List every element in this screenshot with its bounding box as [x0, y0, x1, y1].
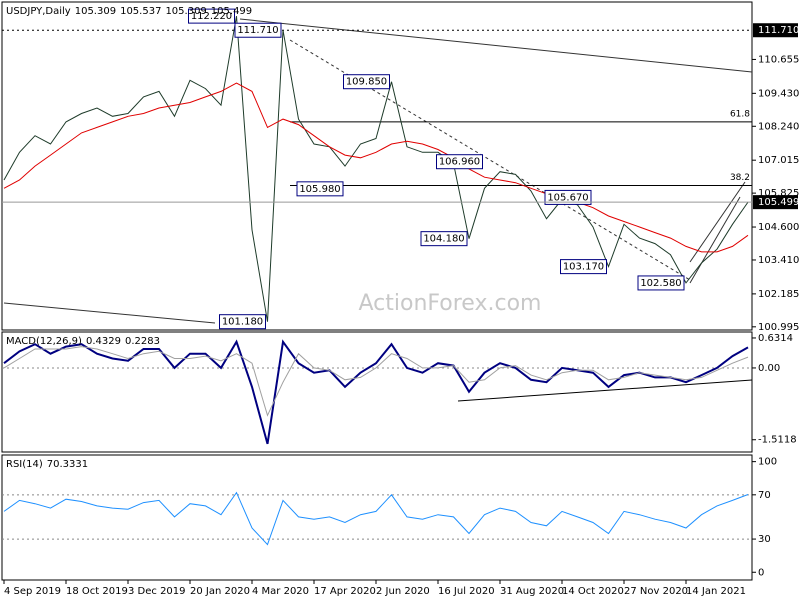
series-line: [3, 491, 749, 546]
y-tick-label: 0.00: [758, 363, 780, 374]
y-tick-label: -1.5118: [758, 435, 797, 446]
annotation-label: 102.580: [640, 278, 681, 289]
annotation-label: 105.980: [299, 184, 340, 195]
level-label: 111.710: [758, 25, 799, 36]
annotation-box: [420, 231, 468, 247]
annotation-box: [234, 22, 282, 38]
y-tick-label: 104.600: [758, 222, 799, 233]
y-tick-label: 0: [758, 567, 764, 578]
y-tick-label: 100: [758, 457, 777, 468]
title: USDJPY,Daily: [6, 6, 71, 17]
fib-label: 61.8: [730, 109, 750, 119]
x-tick-label: 17 Apr 2020: [314, 586, 376, 597]
legend-value: 0.4329: [86, 336, 121, 347]
y-tick-label: 30: [758, 534, 771, 545]
ohlc-value: 105.537: [120, 6, 161, 17]
annotation-box: [219, 314, 266, 330]
legend-value: 70.3331: [47, 459, 88, 470]
annotation-label: 105.670: [547, 192, 588, 203]
panel-title: MACD(12,26,9) 0.4329 0.2283: [6, 336, 160, 347]
x-tick-label: 4 Sep 2019: [4, 586, 61, 597]
x-tick-label: 18 Oct 2019: [66, 586, 128, 597]
trend-line: [239, 18, 753, 73]
y-tick-label: 105.825: [758, 188, 799, 199]
annotation-label: 103.170: [563, 262, 604, 273]
x-tick-label: 4 Mar 2020: [252, 586, 309, 597]
annotation-box: [436, 154, 483, 170]
x-tick-label: 31 Aug 2020: [500, 586, 564, 597]
trend-line: [3, 302, 216, 324]
annotation-box: [544, 189, 592, 205]
panel-title: USDJPY,Daily 105.309 105.537 105.309 105.499: [6, 6, 252, 17]
x-tick-label: 16 Jul 2020: [438, 586, 495, 597]
x-tick-label: 14 Jan 2021: [686, 586, 746, 597]
x-tick-label: 27 Nov 2020: [624, 586, 688, 597]
y-tick-label: 110.655: [758, 54, 799, 65]
macd-panel: [1, 331, 753, 453]
fib-label: 38.2: [730, 173, 750, 183]
legend-value: 0.2283: [125, 336, 160, 347]
y-tick-label: 70: [758, 490, 771, 501]
panel-title: RSI(14) 70.3331: [6, 459, 88, 470]
series-line: [3, 346, 749, 417]
price-label: 105.499: [758, 197, 799, 208]
y-tick-label: 107.015: [758, 155, 799, 166]
channel-line: [689, 181, 746, 263]
series-line: [3, 82, 749, 253]
annotation-box: [560, 259, 607, 275]
annotation-label: 109.850: [346, 77, 387, 88]
main-panel: [1, 1, 753, 331]
annotation-label: 106.960: [439, 157, 480, 168]
y-tick-label: 108.240: [758, 121, 799, 132]
x-tick-label: 3 Dec 2019: [128, 586, 186, 597]
annotation-label: 112.220: [191, 11, 232, 22]
series-line: [3, 339, 749, 445]
y-tick-label: 103.410: [758, 255, 799, 266]
annotation-box: [637, 275, 685, 291]
y-tick-label: 100.995: [758, 322, 799, 333]
rsi-panel: [1, 454, 753, 581]
y-tick-label: 109.430: [758, 88, 799, 99]
x-tick-label: 20 Jan 2020: [190, 586, 250, 597]
annotation-box: [188, 8, 235, 24]
macd-trend-line: [457, 379, 753, 402]
x-tick-label: 14 Oct 2020: [562, 586, 624, 597]
series-line: [3, 16, 749, 322]
annotation-label: 104.180: [423, 234, 464, 245]
y-tick-label: 102.185: [758, 289, 799, 300]
ohlc-value: 105.309: [75, 6, 116, 17]
annotation-label: 101.180: [222, 317, 263, 328]
price-label-bg: [753, 195, 798, 210]
title: RSI(14): [6, 459, 43, 470]
channel-line: [689, 196, 741, 284]
title: MACD(12,26,9): [6, 336, 82, 347]
annotation-box: [296, 181, 344, 197]
annotation-box: [343, 74, 390, 90]
y-tick-label: 0.6314: [758, 333, 793, 344]
ohlc-value: 105.309: [165, 6, 206, 17]
ohlc-value: 105.499: [211, 6, 252, 17]
watermark: ActionForex.com: [359, 291, 542, 316]
x-tick-label: 2 Jun 2020: [376, 586, 430, 597]
level-label-bg: [753, 23, 798, 38]
annotation-label: 111.710: [237, 25, 278, 36]
